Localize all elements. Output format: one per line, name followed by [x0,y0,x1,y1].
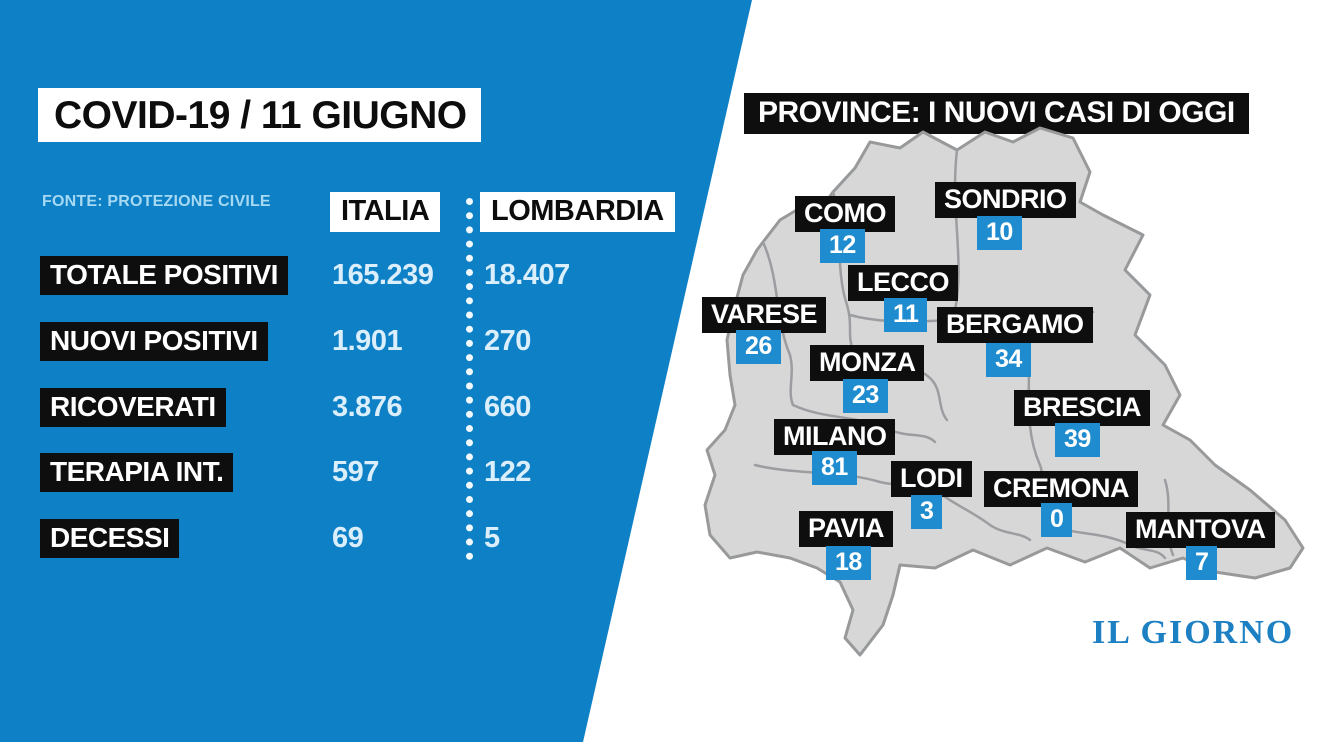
stat-label: NUOVI POSITIVI [40,322,268,361]
province-value: 7 [1186,546,1218,580]
province-value: 0 [1041,503,1073,537]
province-value: 81 [812,451,857,485]
page-title: COVID-19 / 11 GIUGNO [38,88,481,142]
stat-value-italia: 69 [332,522,364,554]
stat-value-lombardia: 122 [484,456,531,488]
stat-value-lombardia: 270 [484,325,531,357]
stat-label: TERAPIA INT. [40,453,234,492]
stat-value-italia: 165.239 [332,259,434,291]
map-title: PROVINCE: I NUOVI CASI DI OGGI [744,93,1249,134]
stat-row-ricoverati: RICOVERATI 3.876 660 [40,388,700,428]
province-value: 26 [736,330,781,364]
province-name: MONZA [810,345,925,381]
column-header-italia: ITALIA [330,192,441,232]
stat-label: TOTALE POSITIVI [40,256,288,295]
province-name: PAVIA [799,511,894,547]
stat-value-lombardia: 5 [484,522,500,554]
dotted-divider [466,198,473,560]
province-name: LECCO [848,265,958,301]
province-name: BERGAMO [937,307,1093,343]
stat-value-lombardia: 660 [484,391,531,423]
province-name: MANTOVA [1126,512,1275,548]
stat-row-totale-positivi: TOTALE POSITIVI 165.239 18.407 [40,256,700,296]
province-name: BRESCIA [1014,390,1151,426]
source-note: FONTE: PROTEZIONE CIVILE [42,193,271,210]
stat-value-italia: 1.901 [332,325,403,357]
column-header-lombardia: LOMBARDIA [480,192,675,232]
province-value: 3 [911,495,943,529]
province-value: 18 [826,546,871,580]
province-value: 12 [820,229,865,263]
province-value: 39 [1055,423,1100,457]
province-name: COMO [795,196,895,232]
province-name: SONDRIO [935,182,1076,218]
stat-row-decessi: DECESSI 69 5 [40,519,700,559]
province-value: 23 [843,379,888,413]
stat-value-italia: 3.876 [332,391,403,423]
stat-value-lombardia: 18.407 [484,259,570,291]
stat-label: DECESSI [40,519,180,558]
province-name: LODI [891,461,972,497]
lombardia-map: COMO 12 SONDRIO 10 LECCO 11 VARESE 26 BE… [695,120,1310,665]
province-value: 34 [986,343,1031,377]
province-name: VARESE [702,297,827,333]
province-value: 10 [977,216,1022,250]
il-giorno-logo: IL GIORNO [1092,614,1295,651]
province-name: CREMONA [984,471,1138,507]
province-name: MILANO [774,419,896,455]
stat-value-italia: 597 [332,456,379,488]
stat-row-nuovi-positivi: NUOVI POSITIVI 1.901 270 [40,322,700,362]
stat-row-terapia-intensiva: TERAPIA INT. 597 122 [40,453,700,493]
stat-label: RICOVERATI [40,388,226,427]
province-value: 11 [884,298,928,332]
